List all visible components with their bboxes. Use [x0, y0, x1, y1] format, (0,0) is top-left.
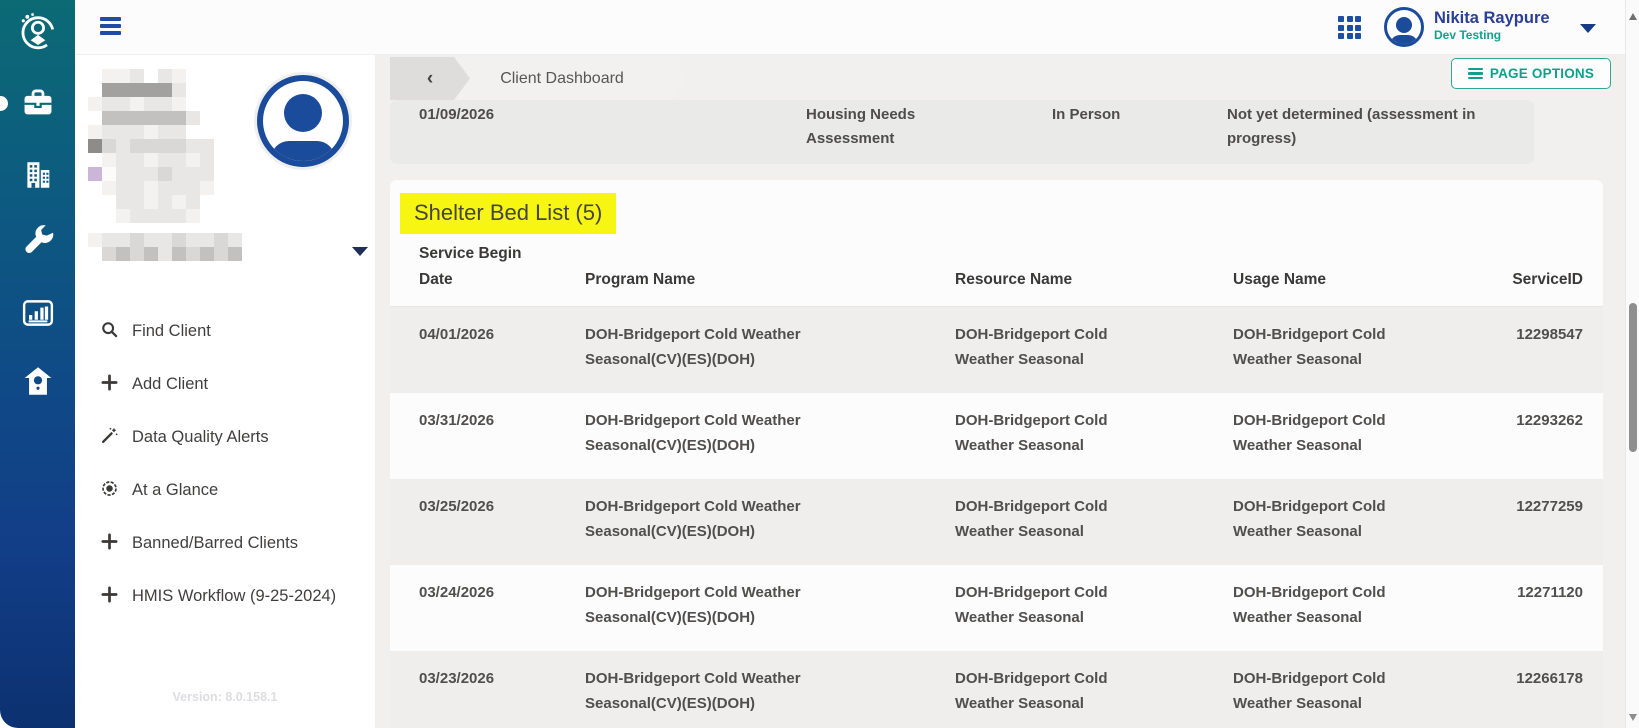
cell-usage-name: DOH-Bridgeport Cold Weather Seasonal: [1233, 584, 1386, 626]
page-options-icon: [1467, 65, 1483, 82]
sidebar-item-find-client[interactable]: Find Client: [75, 305, 375, 358]
sidebar-item-label: Find Client: [132, 322, 211, 340]
cell-resource-name: DOH-Bridgeport Cold Weather Seasonal: [955, 412, 1108, 454]
app-grid-icon[interactable]: [1338, 16, 1362, 40]
wrench-icon[interactable]: [21, 225, 55, 259]
cell-usage-name: DOH-Bridgeport Cold Weather Seasonal: [1233, 412, 1386, 454]
wand-icon: [100, 426, 119, 445]
plus-icon: [100, 532, 119, 551]
col-resource-name: Resource Name: [955, 271, 1073, 288]
sidebar-item-at-a-glance[interactable]: At a Glance: [75, 464, 375, 517]
table-row[interactable]: 03/24/2026 DOH-Bridgeport Cold Weather Se…: [390, 565, 1603, 651]
cell-program-name: DOH-Bridgeport Cold Weather Seasonal(CV)…: [585, 498, 801, 540]
plus-icon: [100, 585, 119, 604]
app-icon-rail: [0, 0, 75, 728]
col-program-name: Program Name: [585, 271, 696, 288]
assessment-status: Not yet determined (assessment in progre…: [1227, 106, 1476, 147]
sidebar-item-add-client[interactable]: Add Client: [75, 358, 375, 411]
clients-logo-icon[interactable]: [17, 10, 59, 52]
sidebar-item-label: Banned/Barred Clients: [132, 534, 299, 552]
search-icon: [100, 320, 119, 339]
table-row[interactable]: 04/01/2026 DOH-Bridgeport Cold Weather Se…: [390, 307, 1603, 393]
cell-service-id: 12271120: [1517, 584, 1583, 601]
assessment-mode: In Person: [1052, 106, 1121, 123]
cell-program-name: DOH-Bridgeport Cold Weather Seasonal(CV)…: [585, 670, 801, 712]
cell-service-id: 12298547: [1516, 326, 1583, 343]
cell-usage-name: DOH-Bridgeport Cold Weather Seasonal: [1233, 670, 1386, 712]
page-title: Client Dashboard: [500, 69, 624, 87]
scrollbar-thumb[interactable]: [1628, 303, 1637, 452]
assessment-name: Housing Needs Assessment: [806, 106, 916, 147]
cell-program-name: DOH-Bridgeport Cold Weather Seasonal(CV)…: [585, 326, 801, 368]
col-service-id: ServiceID: [1512, 271, 1583, 288]
back-chevron-icon: ‹: [426, 67, 434, 89]
cell-usage-name: DOH-Bridgeport Cold Weather Seasonal: [1233, 326, 1386, 368]
assessment-date: 01/09/2026: [419, 106, 495, 123]
breadcrumb-back-button[interactable]: ‹: [390, 57, 470, 100]
scroll-down-arrow-icon[interactable]: [1629, 714, 1637, 721]
page-options-button[interactable]: PAGE OPTIONS: [1451, 58, 1611, 89]
top-bar: Nikita Raypure Dev Testing: [75, 0, 1625, 55]
cell-resource-name: DOH-Bridgeport Cold Weather Seasonal: [955, 584, 1108, 626]
version-label: Version: 8.0.158.1: [172, 690, 278, 704]
target-icon: [100, 479, 119, 498]
cell-usage-name: DOH-Bridgeport Cold Weather Seasonal: [1233, 498, 1386, 540]
building-icon[interactable]: [21, 158, 55, 192]
user-menu-caret-icon[interactable]: [1580, 24, 1596, 33]
sidebar-item-label: Add Client: [132, 375, 209, 393]
briefcase-icon[interactable]: [21, 86, 55, 120]
hamburger-menu-icon[interactable]: [100, 17, 121, 37]
sidebar-item-data-quality-alerts[interactable]: Data Quality Alerts: [75, 411, 375, 464]
active-section-indicator: [0, 96, 8, 111]
cell-service-begin-date: 03/24/2026: [419, 584, 495, 601]
user-avatar[interactable]: [1384, 7, 1424, 47]
cell-service-begin-date: 03/23/2026: [419, 670, 495, 687]
shelter-bed-list-title: Shelter Bed List (5): [400, 193, 617, 234]
table-row[interactable]: 03/25/2026 DOH-Bridgeport Cold Weather Se…: [390, 479, 1603, 565]
main-content: ‹ Client Dashboard PAGE OPTIONS 01/09/20…: [375, 55, 1625, 728]
client-avatar[interactable]: [257, 75, 349, 167]
sidebar-item-label: HMIS Workflow (9-25-2024): [132, 587, 337, 605]
table-header-row: Service Begin Date Program Name Resource…: [390, 241, 1603, 307]
cell-service-id: 12293262: [1516, 412, 1583, 429]
table-row[interactable]: 03/31/2026 DOH-Bridgeport Cold Weather Se…: [390, 393, 1603, 479]
cell-service-begin-date: 03/31/2026: [419, 412, 495, 429]
shelter-bed-list-card: Shelter Bed List (5) Service Begin Date …: [390, 180, 1603, 728]
sidebar-item-label: At a Glance: [132, 481, 219, 499]
cell-resource-name: DOH-Bridgeport Cold Weather Seasonal: [955, 498, 1108, 540]
client-sidebar: Find Client Add Client Data Quality Alerts…: [75, 55, 375, 728]
sidebar-item-hmis-workflow-9-25-2024[interactable]: HMIS Workflow (9-25-2024): [75, 570, 375, 623]
cell-resource-name: DOH-Bridgeport Cold Weather Seasonal: [955, 670, 1108, 712]
table-row[interactable]: 03/23/2026 DOH-Bridgeport Cold Weather Se…: [390, 651, 1603, 728]
plus-icon: [100, 373, 119, 392]
table-body: 04/01/2026 DOH-Bridgeport Cold Weather Se…: [390, 307, 1603, 728]
cell-resource-name: DOH-Bridgeport Cold Weather Seasonal: [955, 326, 1108, 368]
cell-service-id: 12277259: [1516, 498, 1583, 515]
cell-program-name: DOH-Bridgeport Cold Weather Seasonal(CV)…: [585, 584, 801, 626]
birdhouse-icon[interactable]: [21, 365, 55, 399]
breadcrumb[interactable]: Client Dashboard: [437, 57, 687, 100]
vertical-scrollbar: [1625, 0, 1639, 728]
user-role: Dev Testing: [1434, 28, 1502, 42]
cell-service-begin-date: 04/01/2026: [419, 326, 495, 343]
user-menu[interactable]: Nikita Raypure Dev Testing: [1434, 8, 1550, 42]
cell-service-id: 12266178: [1516, 670, 1583, 687]
cell-program-name: DOH-Bridgeport Cold Weather Seasonal(CV)…: [585, 412, 801, 454]
sidebar-item-label: Data Quality Alerts: [132, 428, 269, 446]
assessment-row[interactable]: 01/09/2026 Housing Needs Assessment In P…: [390, 100, 1534, 164]
sidebar-item-banned-barred-clients[interactable]: Banned/Barred Clients: [75, 517, 375, 570]
col-service-begin-date: Service Begin Date: [419, 245, 522, 288]
bar-chart-icon[interactable]: [21, 296, 55, 330]
cell-service-begin-date: 03/25/2026: [419, 498, 495, 515]
sidebar-menu: Find Client Add Client Data Quality Alerts…: [75, 305, 375, 623]
user-name: Nikita Raypure: [1434, 9, 1550, 27]
scroll-up-arrow-icon[interactable]: [1629, 13, 1637, 20]
col-usage-name: Usage Name: [1233, 271, 1327, 288]
client-switch-caret-icon[interactable]: [352, 247, 368, 256]
